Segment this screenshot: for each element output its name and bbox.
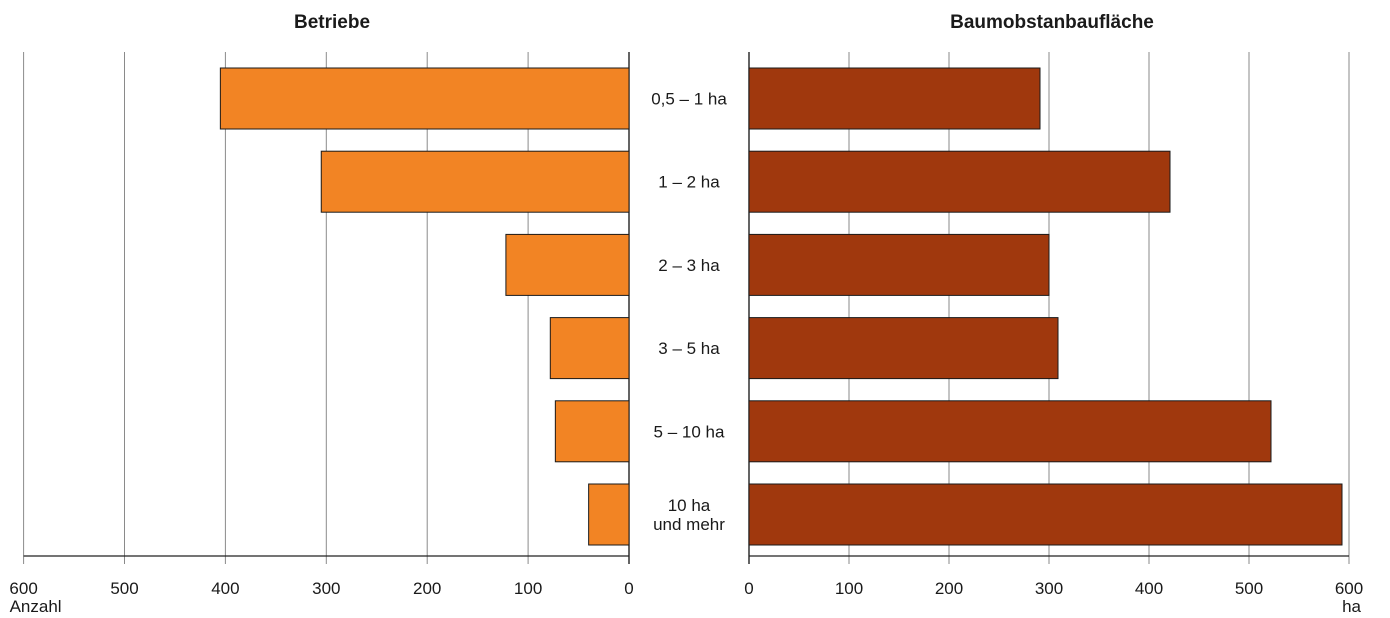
betriebe-tick-label: 200 (413, 579, 441, 598)
betriebe-tick-label: 0 (624, 579, 633, 598)
category-label: 2 – 3 ha (658, 256, 720, 275)
betriebe-bar (219, 67, 630, 130)
flaeche-bar (748, 317, 1059, 380)
category-label: 0,5 – 1 ha (651, 90, 727, 109)
flaeche-bar (748, 400, 1272, 463)
category-label: 5 – 10 ha (654, 422, 725, 441)
category-label: 1 – 2 ha (658, 173, 720, 192)
category-label: 3 – 5 ha (658, 339, 720, 358)
flaeche-tick-label: 300 (1035, 579, 1063, 598)
betriebe-bar (505, 233, 630, 296)
betriebe-tick-label: 100 (514, 579, 542, 598)
betriebe-bar (588, 483, 630, 546)
betriebe-tick-label: 500 (110, 579, 138, 598)
betriebe-bar (320, 150, 630, 213)
betriebe-unit-label: Anzahl (10, 597, 62, 616)
flaeche-bar (748, 150, 1171, 213)
category-label: und mehr (653, 515, 725, 534)
flaeche-bar (748, 483, 1343, 546)
flaeche-tick-label: 500 (1235, 579, 1263, 598)
flaeche-tick-label: 200 (935, 579, 963, 598)
flaeche-tick-label: 100 (835, 579, 863, 598)
betriebe-tick-label: 600 (9, 579, 37, 598)
flaeche-bar (748, 67, 1041, 130)
flaeche-tick-label: 0 (744, 579, 753, 598)
flaeche-tick-label: 400 (1135, 579, 1163, 598)
betriebe-tick-label: 400 (211, 579, 239, 598)
flaeche-bar (748, 233, 1050, 296)
betriebe-bar (554, 400, 630, 463)
flaeche-unit-label: ha (1342, 597, 1361, 616)
betriebe-tick-label: 300 (312, 579, 340, 598)
category-label: 10 ha (668, 496, 711, 515)
flaeche-tick-label: 600 (1335, 579, 1363, 598)
chart-title-baumobstanbauflaeche: Baumobstanbaufläche (950, 12, 1154, 33)
chart-title-betriebe: Betriebe (293, 12, 371, 33)
betriebe-bar (549, 317, 630, 380)
